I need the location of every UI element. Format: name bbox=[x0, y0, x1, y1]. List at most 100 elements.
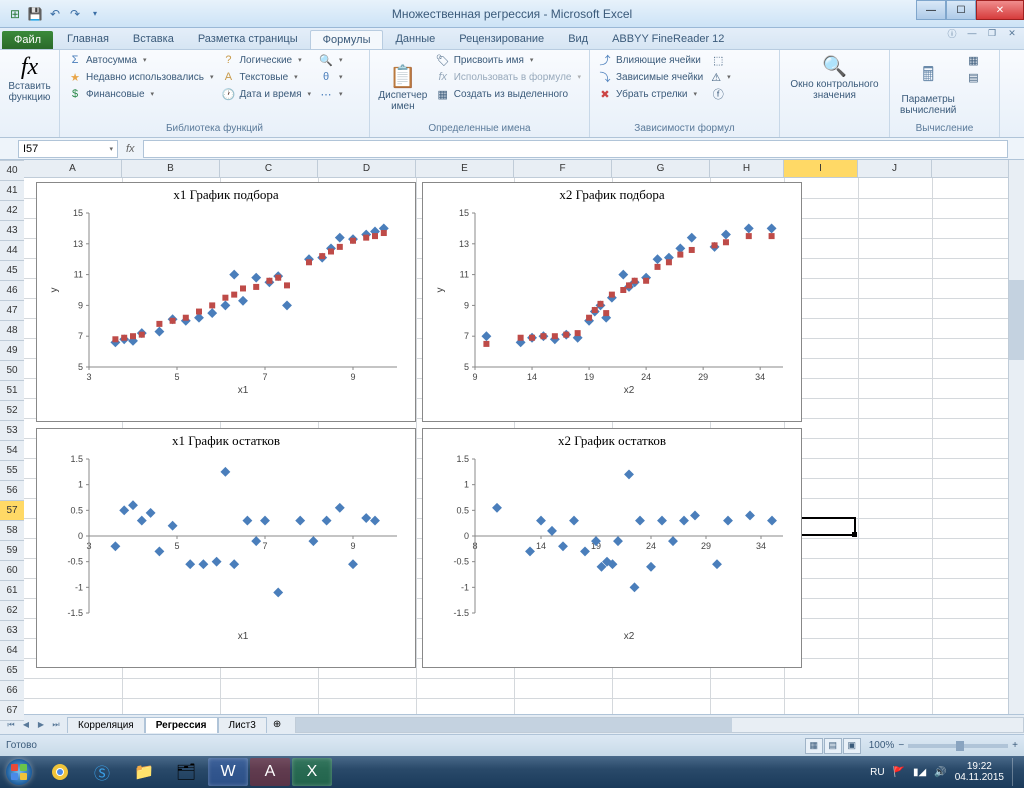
maximize-button[interactable]: ☐ bbox=[946, 0, 976, 20]
system-tray[interactable]: RU 🚩 ▮◢ 🔊 19:22 04.11.2015 bbox=[870, 758, 1024, 786]
zoom-slider[interactable] bbox=[908, 744, 1008, 748]
task-word[interactable]: W bbox=[208, 758, 248, 786]
redo-icon[interactable]: ↷ bbox=[66, 5, 84, 23]
tray-flag-icon[interactable]: 🚩 bbox=[893, 767, 905, 778]
calc-now-button[interactable]: ▦ bbox=[964, 52, 984, 68]
row-header-67[interactable]: 67 bbox=[0, 701, 24, 721]
show-formulas-button[interactable]: ⬚ bbox=[709, 52, 729, 68]
file-tab[interactable]: Файл bbox=[2, 31, 53, 49]
ribbon-help-icon[interactable]: ⓘ bbox=[944, 26, 960, 40]
recent-button[interactable]: ★Недавно использовались▾ bbox=[66, 69, 215, 85]
tab-вид[interactable]: Вид bbox=[556, 30, 600, 49]
calc-sheet-button[interactable]: ▤ bbox=[964, 69, 984, 85]
sheet-tab-Регрессия[interactable]: Регрессия bbox=[145, 717, 218, 733]
doc-minimize-icon[interactable]: — bbox=[964, 26, 980, 40]
name-box[interactable]: I57 ▾ bbox=[18, 140, 118, 158]
col-header-H[interactable]: H bbox=[710, 160, 784, 177]
task-excel[interactable]: X bbox=[292, 758, 332, 786]
create-from-sel-button[interactable]: ▦Создать из выделенного bbox=[434, 86, 583, 102]
sheet-tab-Лист3[interactable]: Лист3 bbox=[218, 717, 267, 733]
col-header-B[interactable]: B bbox=[122, 160, 220, 177]
col-header-F[interactable]: F bbox=[514, 160, 612, 177]
logical-button[interactable]: ?Логические▾ bbox=[219, 52, 313, 68]
calc-options-button[interactable]: 🖩 Параметры вычислений bbox=[896, 52, 960, 123]
trace-dependents-button[interactable]: ⤵Зависимые ячейки bbox=[596, 69, 705, 85]
tab-главная[interactable]: Главная bbox=[55, 30, 121, 49]
tab-разметка страницы[interactable]: Разметка страницы bbox=[186, 30, 310, 49]
define-name-button[interactable]: 🏷Присвоить имя▾ bbox=[434, 52, 583, 68]
task-folder[interactable]: 🗂 bbox=[166, 758, 206, 786]
row-header-56[interactable]: 56 bbox=[0, 481, 24, 501]
row-header-58[interactable]: 58 bbox=[0, 521, 24, 541]
more-fn-button[interactable]: ⋯▾ bbox=[317, 86, 345, 102]
column-headers[interactable]: ABCDEFGHIJ bbox=[24, 160, 1024, 178]
row-header-46[interactable]: 46 bbox=[0, 281, 24, 301]
sheet-next-icon[interactable]: ▶ bbox=[34, 718, 48, 732]
row-header-40[interactable]: 40 bbox=[0, 161, 24, 181]
doc-restore-icon[interactable]: ❐ bbox=[984, 26, 1000, 40]
financial-button[interactable]: $Финансовые▾ bbox=[66, 86, 215, 102]
row-header-47[interactable]: 47 bbox=[0, 301, 24, 321]
start-button[interactable] bbox=[0, 757, 38, 787]
page-break-button[interactable]: ▣ bbox=[843, 738, 861, 754]
excel-icon[interactable]: ⊞ bbox=[6, 5, 24, 23]
task-adobe[interactable]: A bbox=[250, 758, 290, 786]
zoom-out-button[interactable]: − bbox=[898, 740, 904, 751]
row-header-55[interactable]: 55 bbox=[0, 461, 24, 481]
chart-x1-График-остатков[interactable]: x1 График остатков-1.5-1-0.500.511.53579… bbox=[36, 428, 416, 668]
row-header-51[interactable]: 51 bbox=[0, 381, 24, 401]
row-header-64[interactable]: 64 bbox=[0, 641, 24, 661]
watch-window-button[interactable]: 🔍 Окно контрольного значения bbox=[786, 52, 883, 103]
evaluate-button[interactable]: ⓕ bbox=[709, 86, 729, 102]
row-header-48[interactable]: 48 bbox=[0, 321, 24, 341]
use-in-formula-button[interactable]: fxИспользовать в формуле▾ bbox=[434, 69, 583, 85]
vertical-scrollbar[interactable] bbox=[1008, 160, 1024, 714]
row-header-59[interactable]: 59 bbox=[0, 541, 24, 561]
show-desktop-button[interactable] bbox=[1012, 758, 1020, 786]
worksheet-grid[interactable]: 4041424344454647484950515253545556575859… bbox=[0, 160, 1024, 714]
sheet-tab-Корреляция[interactable]: Корреляция bbox=[67, 717, 145, 733]
normal-view-button[interactable]: ▦ bbox=[805, 738, 823, 754]
row-header-53[interactable]: 53 bbox=[0, 421, 24, 441]
tray-clock[interactable]: 19:22 04.11.2015 bbox=[955, 761, 1004, 783]
undo-icon[interactable]: ↶ bbox=[46, 5, 64, 23]
row-header-52[interactable]: 52 bbox=[0, 401, 24, 421]
row-header-57[interactable]: 57 bbox=[0, 501, 24, 521]
qat-more-icon[interactable]: ▾ bbox=[86, 5, 104, 23]
row-header-66[interactable]: 66 bbox=[0, 681, 24, 701]
tab-рецензирование[interactable]: Рецензирование bbox=[447, 30, 556, 49]
tab-abbyy finereader 12[interactable]: ABBYY FineReader 12 bbox=[600, 30, 736, 49]
col-header-D[interactable]: D bbox=[318, 160, 416, 177]
col-header-E[interactable]: E bbox=[416, 160, 514, 177]
col-header-J[interactable]: J bbox=[858, 160, 932, 177]
task-skype[interactable]: Ⓢ bbox=[82, 758, 122, 786]
save-icon[interactable]: 💾 bbox=[26, 5, 44, 23]
tab-формулы[interactable]: Формулы bbox=[310, 30, 384, 49]
error-check-button[interactable]: ⚠▾ bbox=[709, 69, 729, 85]
new-sheet-icon[interactable]: ⊕ bbox=[267, 719, 287, 730]
row-header-62[interactable]: 62 bbox=[0, 601, 24, 621]
tray-sound-icon[interactable]: 🔊 bbox=[934, 767, 946, 778]
row-header-45[interactable]: 45 bbox=[0, 261, 24, 281]
sheet-last-icon[interactable]: ⏭ bbox=[49, 718, 63, 732]
horizontal-scrollbar[interactable] bbox=[295, 717, 1024, 733]
row-header-65[interactable]: 65 bbox=[0, 661, 24, 681]
task-explorer[interactable]: 📁 bbox=[124, 758, 164, 786]
tray-lang[interactable]: RU bbox=[870, 767, 884, 778]
name-box-dropdown-icon[interactable]: ▾ bbox=[109, 145, 113, 153]
chart-x2-График-остатков[interactable]: x2 График остатков-1.5-1-0.500.511.58141… bbox=[422, 428, 802, 668]
row-header-42[interactable]: 42 bbox=[0, 201, 24, 221]
row-header-60[interactable]: 60 bbox=[0, 561, 24, 581]
lookup-button[interactable]: 🔍▾ bbox=[317, 52, 345, 68]
minimize-button[interactable]: — bbox=[916, 0, 946, 20]
tab-вставка[interactable]: Вставка bbox=[121, 30, 186, 49]
row-header-61[interactable]: 61 bbox=[0, 581, 24, 601]
trace-precedents-button[interactable]: ⤴Влияющие ячейки bbox=[596, 52, 705, 68]
autosum-button[interactable]: ΣАвтосумма▾ bbox=[66, 52, 215, 68]
task-chrome[interactable] bbox=[40, 758, 80, 786]
row-header-54[interactable]: 54 bbox=[0, 441, 24, 461]
row-header-63[interactable]: 63 bbox=[0, 621, 24, 641]
insert-function-button[interactable]: fx Вставить функцию bbox=[6, 52, 53, 105]
doc-close-icon[interactable]: ✕ bbox=[1004, 26, 1020, 40]
row-header-49[interactable]: 49 bbox=[0, 341, 24, 361]
